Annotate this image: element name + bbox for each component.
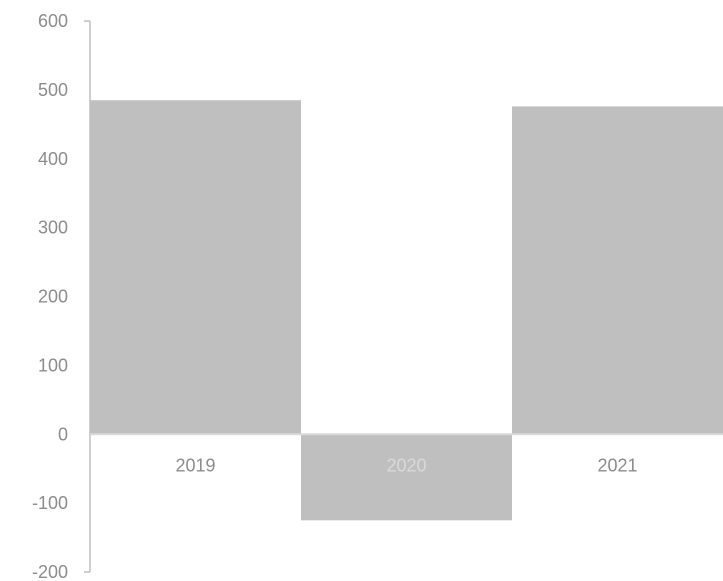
bar-2021 [512,106,723,435]
y-tick-label: 300 [38,218,68,238]
y-tick-label: 600 [38,11,68,31]
y-axis-ticks: 600 500 400 300 200 100 0 -100 -200 [32,11,68,581]
x-axis-labels: 2019 2020 2021 [175,455,637,475]
y-tick-label: 100 [38,355,68,375]
x-category-label: 2021 [597,455,637,475]
bar-2020 [301,434,512,521]
x-category-label: 2019 [175,455,215,475]
bars-group [90,100,723,521]
bar-2019 [90,100,301,435]
y-tick-label: 0 [58,424,68,444]
x-category-label: 2020 [386,455,426,475]
y-tick-label: 400 [38,149,68,169]
y-tick-label: 500 [38,80,68,100]
y-tick-label: -100 [32,493,68,513]
y-tick-label: -200 [32,562,68,581]
plot-area: 600 500 400 300 200 100 0 -100 -200 2019 2020 2021 [32,11,723,581]
y-tick-label: 200 [38,287,68,307]
